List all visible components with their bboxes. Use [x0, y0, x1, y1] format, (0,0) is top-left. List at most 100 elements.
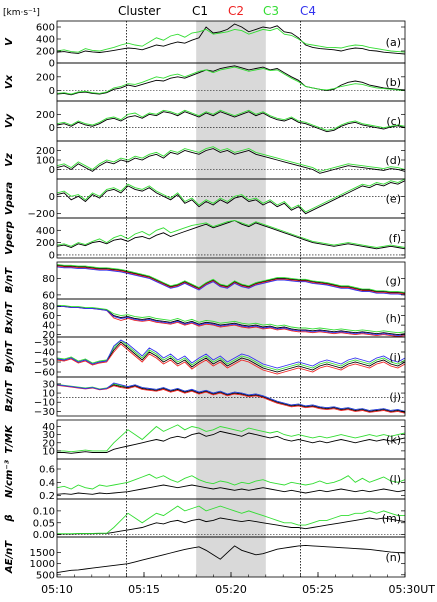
x-tick-label: 05:25	[302, 583, 334, 596]
y-tick-label: 0	[49, 165, 55, 176]
y-axis-label: Vx	[4, 74, 15, 89]
series-a-c1	[56, 23, 406, 55]
y-tick-label: 1000	[30, 559, 55, 570]
series-n-ae	[56, 544, 406, 574]
y-tick-label: 20	[42, 330, 55, 341]
panel-frame	[56, 217, 406, 259]
panel-label: (g)	[385, 275, 401, 288]
y-axis-label: Vpara	[4, 182, 15, 216]
x-tick-label: 05:15	[128, 583, 160, 596]
series-g-c2	[56, 265, 406, 295]
legend-entry-c1: C1	[192, 4, 208, 18]
y-tick-label: 0.10	[33, 506, 55, 517]
panel-label: (n)	[385, 551, 401, 564]
y-tick-label: 0	[49, 86, 55, 97]
y-tick-label: 0.00	[33, 530, 55, 541]
y-tick-label: 60	[42, 311, 55, 322]
y-axis-label: Bz/nT	[4, 380, 15, 412]
y-axis-label: V	[4, 37, 15, 46]
series-b-c3	[56, 66, 406, 95]
y-tick-label: 1500	[30, 548, 55, 559]
y-tick-label: 40	[42, 422, 55, 433]
series-i-c3	[56, 339, 406, 371]
panel-label: (f)	[389, 232, 401, 245]
y-axis-label: Vy	[4, 113, 15, 128]
y-tick-label: 0	[49, 59, 55, 70]
panel-label: (m)	[382, 512, 401, 525]
y-tick-label: 100	[36, 156, 55, 167]
series-j-c1	[56, 384, 406, 413]
series-g-c3	[56, 264, 406, 293]
panel-e: 0 −200 (e) Vpara	[4, 178, 406, 220]
series-g-c1	[56, 264, 406, 294]
panel-label: (i)	[389, 351, 401, 364]
y-tick-label: 30	[42, 379, 55, 390]
series-e-c3	[56, 178, 406, 213]
y-tick-label: 200	[36, 72, 55, 83]
y-tick-label: 0.4	[39, 478, 55, 489]
series-i-c2	[56, 343, 406, 375]
panel-label: (k)	[386, 434, 401, 447]
series-f-c3	[56, 220, 406, 248]
y-tick-label: 200	[36, 146, 55, 157]
series-k-c3	[57, 424, 406, 453]
panel-label: (e)	[386, 193, 401, 206]
panel-label: (c)	[386, 115, 401, 128]
y-tick-label: 400	[36, 226, 55, 237]
y-tick-label: 40	[42, 321, 55, 332]
y-tick-label: 10	[42, 446, 55, 457]
unit-label: [km·s⁻¹]	[3, 8, 40, 18]
series-g-c4	[56, 266, 406, 296]
series-h-c4	[57, 306, 406, 337]
series-e-c1	[56, 180, 406, 215]
series-j-c4	[56, 382, 406, 412]
y-axis-label: Vz	[4, 153, 15, 167]
y-tick-label: 0.05	[33, 518, 55, 529]
panel-label: (h)	[385, 312, 401, 325]
y-tick-label: 500	[36, 570, 55, 581]
y-tick-label: −10	[34, 398, 55, 409]
series-h-c2	[56, 305, 406, 337]
x-tick-label: 05:20	[215, 583, 247, 596]
y-tick-label: −30	[34, 407, 55, 418]
y-tick-label: 0	[49, 192, 55, 203]
panel-l: 0.2 0.4 0.6 (l) N/cm⁻³	[4, 458, 406, 502]
y-tick-label: 0	[49, 123, 55, 134]
y-tick-label: 30	[42, 430, 55, 441]
y-axis-label: N/cm⁻³	[4, 459, 15, 498]
panel-label: (j)	[389, 391, 401, 404]
y-tick-label: 20	[42, 438, 55, 449]
panel-frame	[56, 376, 406, 417]
panel-label: (b)	[385, 76, 401, 89]
y-tick-label: −40	[34, 348, 55, 359]
series-h-c3	[57, 305, 406, 334]
series-k-c1	[57, 430, 406, 454]
series-l-c1	[56, 484, 406, 495]
series-f-c1	[56, 220, 406, 250]
y-tick-label: −30	[34, 338, 55, 349]
y-axis-label: B/nT	[4, 267, 15, 293]
series-m-c3	[57, 505, 405, 535]
y-tick-label: 200	[36, 110, 55, 121]
series-i-c4	[56, 339, 406, 369]
y-tick-label: 600	[36, 23, 55, 34]
y-tick-label: 10	[42, 389, 55, 400]
series-c-c3	[56, 109, 406, 131]
x-tick-label: 05:10	[41, 583, 73, 596]
legend-entry-c2: C2	[228, 4, 244, 18]
y-axis-label: By/nT	[4, 340, 15, 373]
y-tick-label: −200	[28, 209, 55, 220]
series-d-c1	[56, 148, 406, 174]
x-axis: 05:10 05:15 05:20 05:25 05:30UT	[41, 572, 435, 596]
y-tick-label: 80	[42, 302, 55, 313]
series-j-c2	[56, 384, 406, 414]
y-tick-label: 0	[49, 250, 55, 261]
